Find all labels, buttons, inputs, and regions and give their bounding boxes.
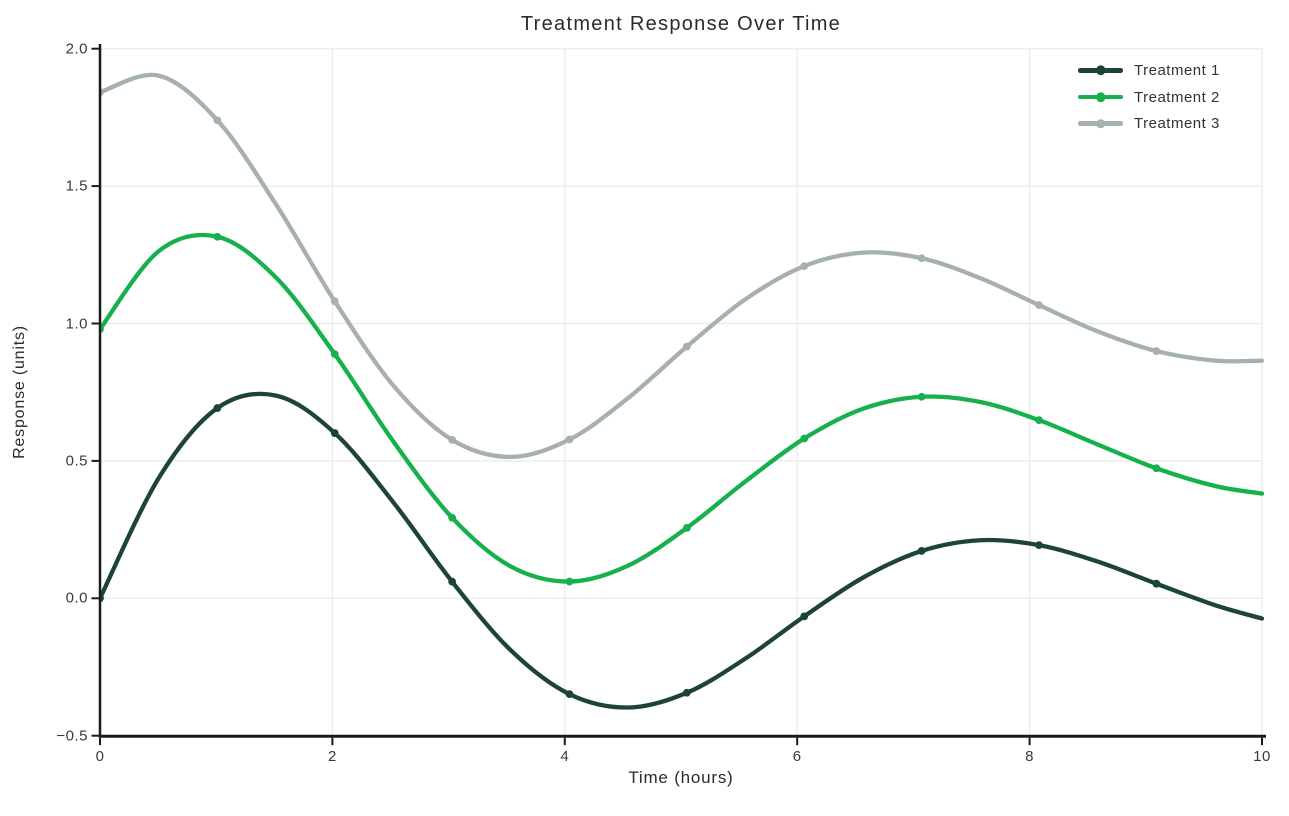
data-point-marker <box>565 690 574 699</box>
data-point-marker <box>448 435 457 444</box>
y-tick-label: 0.5 <box>65 452 88 470</box>
data-point-marker <box>213 232 222 241</box>
data-point-marker <box>1035 541 1043 550</box>
y-tick-label: −0.5 <box>56 727 88 745</box>
x-tick-label: 6 <box>792 748 802 765</box>
series-group-3 <box>100 72 1265 460</box>
x-tick-label: 4 <box>560 748 570 765</box>
legend-item-treatment-2: Treatment 2 <box>1078 84 1220 111</box>
legend-marker-dot <box>1095 118 1106 129</box>
series-group-2 <box>100 232 1265 586</box>
data-point-marker <box>1035 416 1043 425</box>
x-tick-label: 0 <box>95 748 105 765</box>
legend-marker-dot <box>1095 92 1106 102</box>
data-point-marker <box>1152 464 1161 473</box>
x-tick-label: 8 <box>1025 748 1035 765</box>
legend-line-sample <box>1078 92 1123 102</box>
y-tick-label: 1.5 <box>65 177 88 195</box>
data-point-marker <box>448 577 457 586</box>
data-point-marker <box>330 350 339 358</box>
x-tick-label: 2 <box>327 748 337 765</box>
legend: Treatment 1 Treatment 2 Treatment 3 <box>1078 57 1220 137</box>
data-point-marker <box>330 429 339 437</box>
legend-item-treatment-1: Treatment 1 <box>1078 57 1220 84</box>
series-line-treatment-1 <box>100 391 1265 710</box>
legend-line-sample <box>1078 118 1123 129</box>
legend-label: Treatment 1 <box>1134 61 1220 79</box>
legend-line-sample <box>1078 65 1123 76</box>
legend-item-treatment-3: Treatment 3 <box>1078 110 1220 137</box>
y-axis-title: Response (units) <box>11 325 28 459</box>
chart-title: Treatment Response Over Time <box>520 13 842 35</box>
x-axis-title: Time (hours) <box>628 768 734 787</box>
series-group-1 <box>100 391 1265 710</box>
data-point-marker <box>917 254 926 263</box>
data-point-marker <box>682 688 691 697</box>
legend-marker-dot <box>1095 65 1106 76</box>
x-tick-label: 10 <box>1253 748 1271 765</box>
series-line-treatment-3 <box>100 72 1265 460</box>
data-point-marker <box>448 513 457 522</box>
data-point-marker <box>682 523 691 532</box>
data-point-marker <box>800 434 809 443</box>
data-point-marker <box>917 392 926 401</box>
legend-label: Treatment 3 <box>1134 115 1220 133</box>
data-point-marker <box>213 404 222 412</box>
data-point-marker <box>565 577 574 586</box>
y-tick-label: 0.0 <box>65 589 88 607</box>
y-tick-label: 1.0 <box>65 315 88 332</box>
data-point-marker <box>917 547 926 555</box>
legend-label: Treatment 2 <box>1134 88 1220 106</box>
series-line-treatment-2 <box>100 232 1265 584</box>
data-point-marker <box>800 612 809 621</box>
data-point-marker <box>330 297 339 306</box>
y-tick-label: 2.0 <box>65 40 88 58</box>
data-point-marker <box>213 116 222 125</box>
data-point-marker <box>565 435 574 444</box>
data-point-marker <box>800 262 809 271</box>
data-point-marker <box>1152 347 1161 355</box>
data-point-marker <box>1152 579 1161 588</box>
data-point-marker <box>682 342 691 351</box>
data-point-marker <box>1035 301 1043 309</box>
